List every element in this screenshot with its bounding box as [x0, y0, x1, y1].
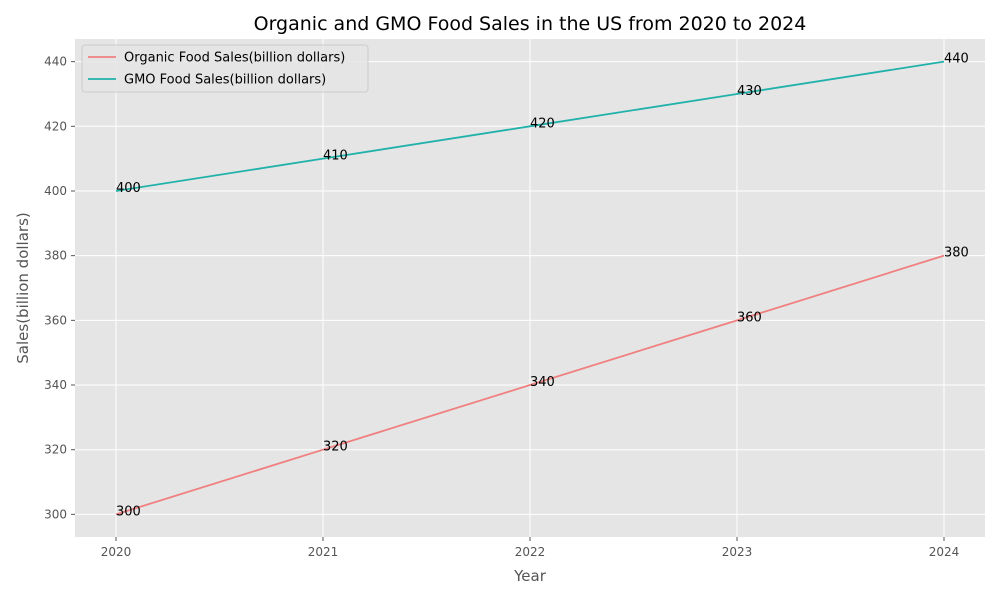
legend: Organic Food Sales(billion dollars) GMO F… — [81, 44, 369, 93]
x-axis-ticks: 2020 2021 2022 2023 2024 — [101, 537, 960, 559]
x-tick-label: 2024 — [929, 545, 960, 559]
data-label: 410 — [323, 149, 348, 164]
data-label: 430 — [737, 84, 762, 99]
x-tick-label: 2020 — [101, 545, 132, 559]
chart-title: Organic and GMO Food Sales in the US fro… — [254, 13, 807, 35]
y-tick-label: 420 — [44, 119, 67, 133]
data-label: 440 — [944, 52, 969, 67]
data-label: 400 — [116, 181, 141, 196]
y-tick-label: 360 — [44, 313, 67, 327]
data-label: 420 — [530, 116, 555, 131]
data-label: 380 — [944, 246, 969, 261]
gridlines — [75, 39, 985, 537]
x-tick-label: 2021 — [308, 545, 339, 559]
y-tick-label: 400 — [44, 184, 67, 198]
y-tick-label: 320 — [44, 443, 67, 457]
y-axis-ticks: 300 320 340 360 380 400 420 440 — [44, 55, 75, 521]
y-tick-label: 380 — [44, 249, 67, 263]
data-label: 340 — [530, 375, 555, 390]
data-label: 320 — [323, 440, 348, 455]
y-tick-label: 440 — [44, 55, 67, 69]
data-labels: 300 320 340 360 380 400 410 420 430 440 — [116, 52, 969, 520]
y-tick-label: 340 — [44, 378, 67, 392]
x-tick-label: 2023 — [722, 545, 753, 559]
data-label: 300 — [116, 504, 141, 519]
data-label: 360 — [737, 310, 762, 325]
y-tick-label: 300 — [44, 507, 67, 521]
y-axis-title: Sales(billion dollars) — [14, 212, 32, 363]
legend-box — [81, 44, 369, 93]
x-tick-label: 2022 — [515, 545, 546, 559]
x-axis-title: Year — [513, 567, 547, 585]
legend-label: GMO Food Sales(billion dollars) — [124, 73, 326, 88]
series-lines — [115, 60, 945, 516]
legend-label: Organic Food Sales(billion dollars) — [124, 51, 345, 66]
